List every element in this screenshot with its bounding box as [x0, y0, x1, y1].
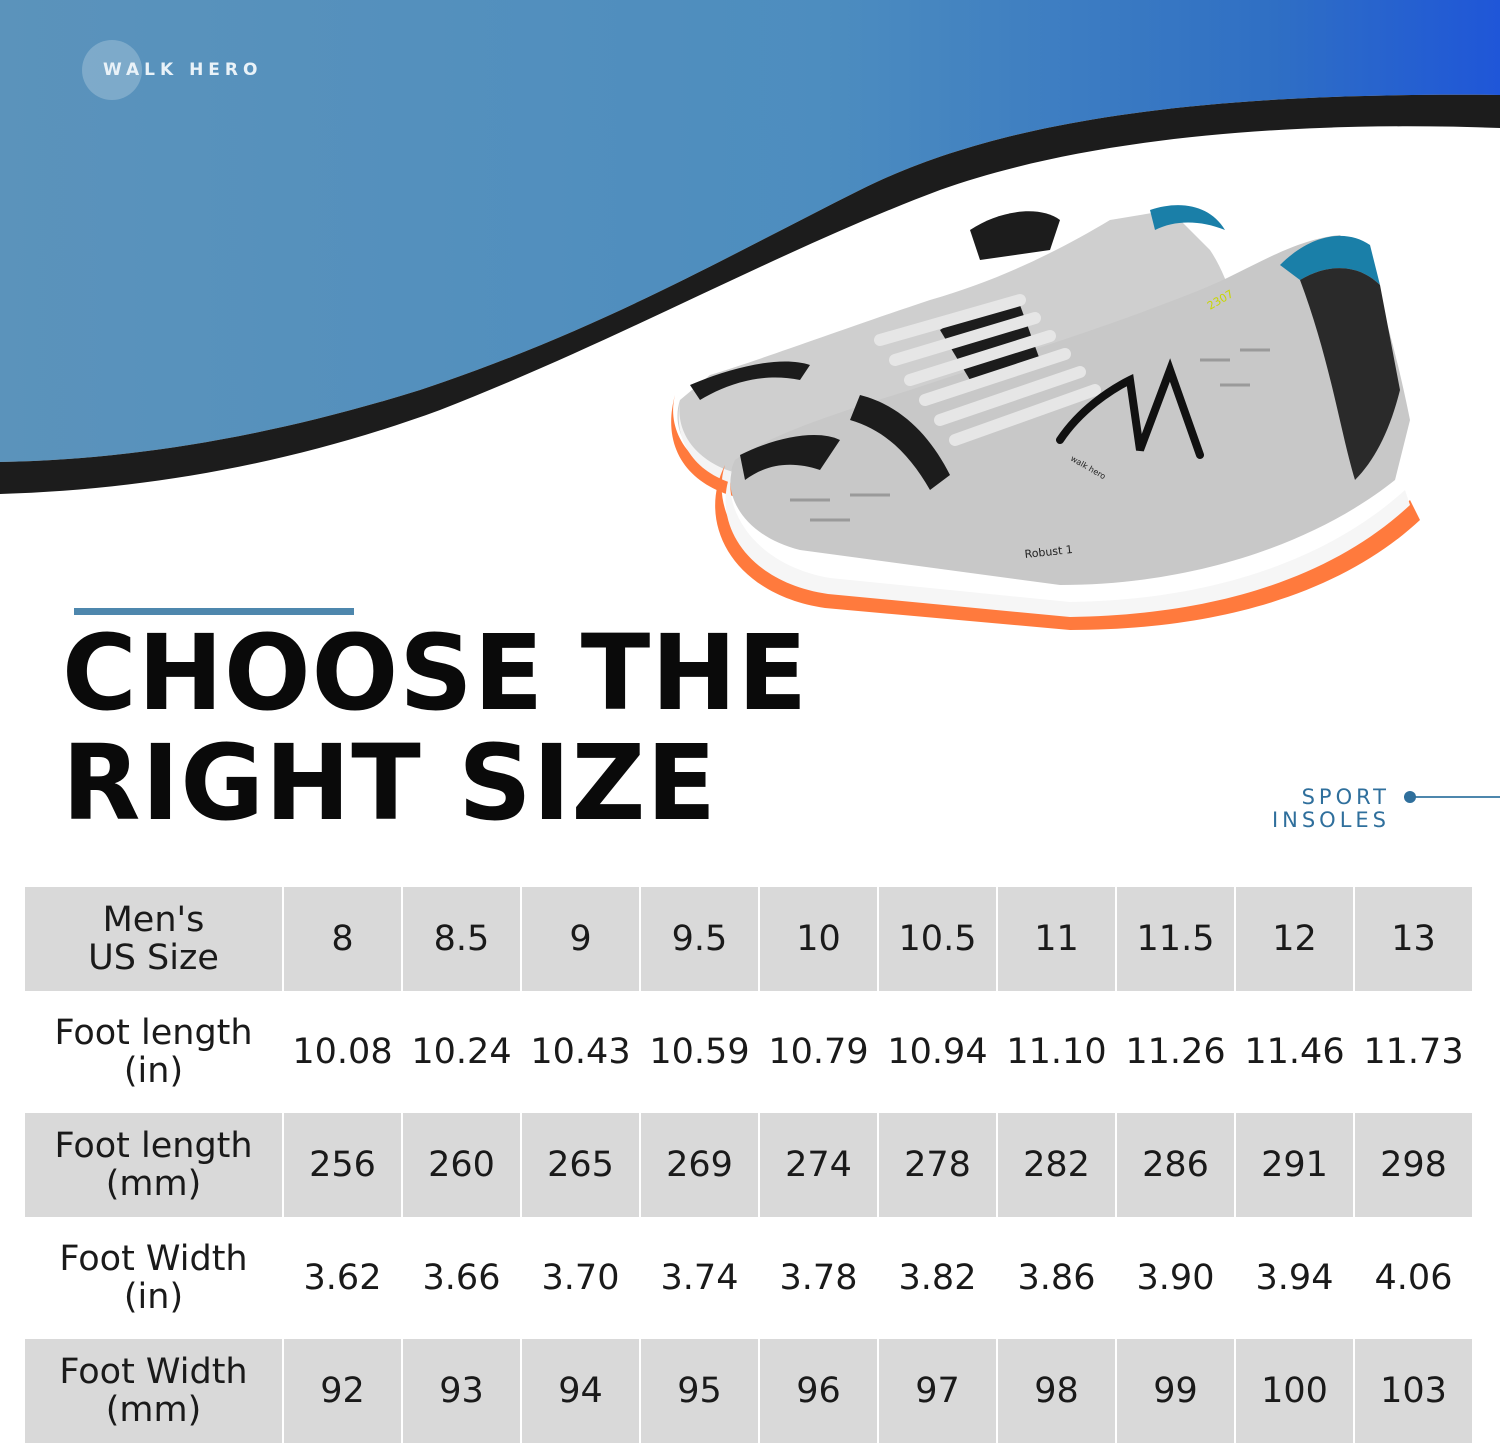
table-cell: 282 — [997, 1108, 1117, 1222]
table-cell: 9.5 — [640, 887, 760, 996]
table-cell: 13 — [1354, 887, 1472, 996]
row-header-line-1: Foot length — [54, 1013, 253, 1053]
tagline-rule — [1404, 796, 1500, 798]
table-cell: 103 — [1354, 1334, 1472, 1443]
table-cell: 98 — [997, 1334, 1117, 1443]
table-row: Foot Width (in) 3.62 3.66 3.70 3.74 3.78 3.82 3.… — [25, 1221, 1472, 1335]
brand-logo: WALK HERO — [82, 40, 262, 100]
title-line-2: RIGHT SIZE — [62, 722, 718, 844]
table-cell: 95 — [640, 1334, 760, 1443]
table-cell: 92 — [283, 1334, 403, 1443]
row-header-line-2: (mm) — [105, 1164, 202, 1204]
tagline: SPORT INSOLES — [1240, 786, 1390, 832]
title-accent-rule — [74, 608, 354, 615]
table-cell: 260 — [402, 1108, 522, 1222]
table-cell: 8.5 — [402, 887, 522, 996]
row-header-line-2: (in) — [123, 1277, 184, 1317]
table-cell: 298 — [1354, 1108, 1472, 1222]
table-cell: 256 — [283, 1108, 403, 1222]
front-shoe — [715, 235, 1420, 630]
table-cell: 4.06 — [1354, 1221, 1472, 1335]
shoe-image: Robust 1 2307 walk hero — [640, 190, 1440, 630]
table-cell: 286 — [1116, 1108, 1236, 1222]
table-cell: 94 — [521, 1334, 641, 1443]
table-cell: 10.08 — [283, 995, 403, 1109]
table-cell: 11 — [997, 887, 1117, 996]
table-cell: 10.24 — [402, 995, 522, 1109]
brand-circle-icon — [82, 40, 142, 100]
row-header-line-2: (mm) — [105, 1390, 202, 1430]
table-cell: 11.5 — [1116, 887, 1236, 996]
row-header: Men's US Size — [25, 887, 284, 996]
table-cell: 10.59 — [640, 995, 760, 1109]
table-cell: 11.46 — [1235, 995, 1355, 1109]
table-cell: 3.78 — [759, 1221, 879, 1335]
table-cell: 10.43 — [521, 995, 641, 1109]
table-cell: 278 — [878, 1108, 998, 1222]
shoe-illustration: Robust 1 2307 walk hero — [671, 205, 1420, 630]
table-cell: 96 — [759, 1334, 879, 1443]
hero-background — [0, 0, 1500, 494]
table-row: Foot length (in) 10.08 10.24 10.43 10.59 10.79… — [25, 995, 1472, 1109]
brand-name: WALK HERO — [103, 60, 263, 80]
table-cell: 3.70 — [521, 1221, 641, 1335]
row-header-line-1: Foot Width — [59, 1352, 248, 1392]
row-header: Foot Width (in) — [25, 1221, 284, 1335]
table-cell: 100 — [1235, 1334, 1355, 1443]
dark-wave — [0, 94, 1500, 494]
table-cell: 12 — [1235, 887, 1355, 996]
shoe-model-text: Robust 1 — [1024, 543, 1073, 561]
table-cell: 9 — [521, 887, 641, 996]
blue-wave — [0, 0, 1500, 462]
table-cell: 11.10 — [997, 995, 1117, 1109]
table-cell: 97 — [878, 1334, 998, 1443]
row-header-line-1: Foot Width — [59, 1239, 248, 1279]
tagline-dot-icon — [1404, 791, 1416, 803]
row-header: Foot length (in) — [25, 995, 284, 1109]
table-cell: 3.86 — [997, 1221, 1117, 1335]
table-cell: 3.82 — [878, 1221, 998, 1335]
table-row: Men's US Size 8 8.5 9 9.5 10 10.5 11 11.5 12 13 — [25, 887, 1472, 996]
table-cell: 10.5 — [878, 887, 998, 996]
table-cell: 93 — [402, 1334, 522, 1443]
table-row: Foot Width (mm) 92 93 94 95 96 97 98 99 100 103 — [25, 1334, 1472, 1443]
table-cell: 3.74 — [640, 1221, 760, 1335]
row-header-line-1: Men's — [102, 900, 205, 940]
table-cell: 8 — [283, 887, 403, 996]
row-header: Foot Width (mm) — [25, 1334, 284, 1443]
table-cell: 291 — [1235, 1108, 1355, 1222]
table-cell: 3.62 — [283, 1221, 403, 1335]
row-header-line-2: (in) — [123, 1051, 184, 1091]
table-cell: 10.79 — [759, 995, 879, 1109]
title-line-1: CHOOSE THE — [62, 612, 809, 734]
table-cell: 11.26 — [1116, 995, 1236, 1109]
row-header-line-1: Foot length — [54, 1126, 253, 1166]
table-cell: 3.94 — [1235, 1221, 1355, 1335]
table-cell: 11.73 — [1354, 995, 1472, 1109]
table-cell: 269 — [640, 1108, 760, 1222]
size-chart-table: Men's US Size 8 8.5 9 9.5 10 10.5 11 11.5 12 13 Foot… — [25, 887, 1472, 1443]
table-cell: 3.66 — [402, 1221, 522, 1335]
table-cell: 265 — [521, 1108, 641, 1222]
table-cell: 99 — [1116, 1334, 1236, 1443]
tagline-line-1: SPORT — [1301, 785, 1390, 809]
row-header-line-2: US Size — [88, 938, 219, 978]
table-cell: 10 — [759, 887, 879, 996]
table-cell: 3.90 — [1116, 1221, 1236, 1335]
table-cell: 10.94 — [878, 995, 998, 1109]
row-header: Foot length (mm) — [25, 1108, 284, 1222]
table-row: Foot length (mm) 256 260 265 269 274 278 282 286 2… — [25, 1108, 1472, 1222]
tagline-line-2: INSOLES — [1271, 808, 1390, 832]
table-cell: 274 — [759, 1108, 879, 1222]
page-title: CHOOSE THE RIGHT SIZE — [62, 618, 808, 838]
